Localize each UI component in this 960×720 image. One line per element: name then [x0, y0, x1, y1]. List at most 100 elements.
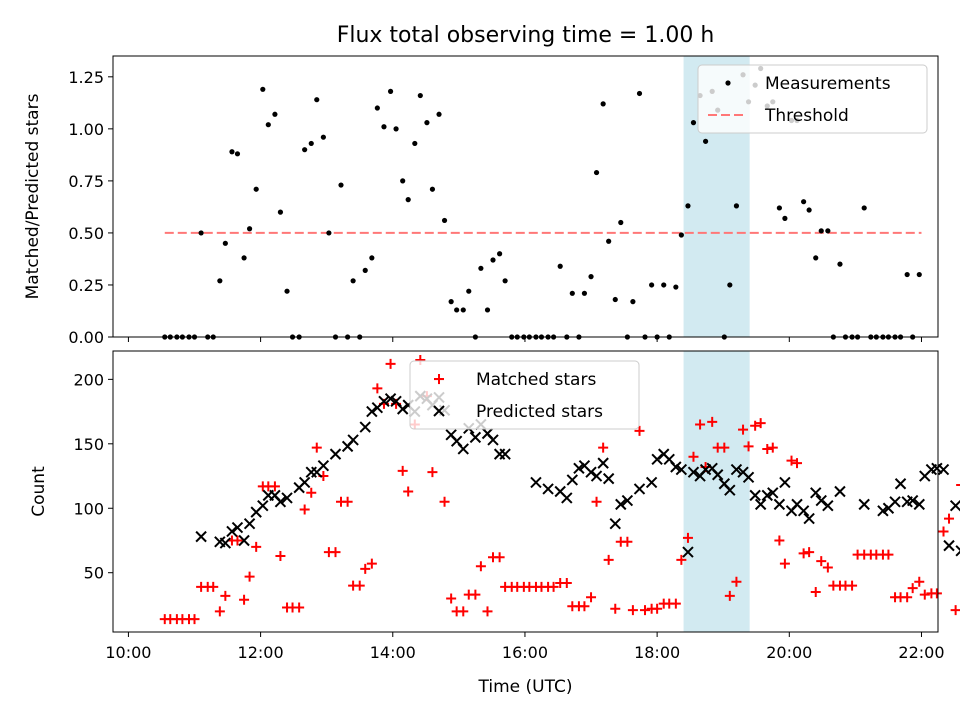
matched-star-point: [634, 425, 645, 436]
legend-box: [697, 64, 928, 134]
matched-star-point: [548, 581, 559, 592]
matched-star-point: [938, 526, 949, 537]
matched-star-point: [239, 594, 250, 605]
bottom-highlight-span-group: [683, 351, 750, 632]
legend-label: Predicted stars: [476, 402, 603, 422]
predicted-star-point: [231, 521, 244, 534]
matched-star-point: [762, 443, 773, 454]
matched-star-point: [695, 419, 706, 430]
predicted-star-point: [822, 499, 834, 512]
matched-star-point: [907, 583, 918, 594]
matched-star-point: [561, 578, 572, 589]
measurement-point: [497, 251, 503, 257]
matched-star-point: [470, 589, 481, 600]
measurement-point: [916, 271, 922, 278]
measurement-point: [253, 186, 259, 192]
matched-star-point: [220, 590, 231, 601]
predicted-star-point: [767, 487, 779, 499]
matched-star-point: [743, 441, 754, 452]
measurement-point: [448, 299, 454, 305]
measurement-point: [424, 120, 430, 126]
matched-star-point: [755, 418, 766, 429]
measurement-point: [837, 261, 843, 267]
matched-star-point: [397, 465, 408, 476]
predicted-star-point: [761, 489, 773, 502]
measurement-point: [630, 299, 636, 305]
predicted-star-point: [317, 460, 330, 472]
predicted-star-point: [238, 534, 250, 547]
predicted-star-point: [773, 498, 786, 511]
measurement-point: [606, 238, 612, 244]
measurement-point: [460, 307, 466, 313]
matched-star-point: [883, 549, 894, 560]
predicted-star-point: [749, 489, 761, 502]
measurement-point: [702, 138, 709, 144]
predicted-star-point: [670, 461, 682, 473]
measurement-point: [198, 230, 204, 236]
predicted-star-point: [396, 403, 409, 415]
legend-marker-predicted: [433, 405, 445, 417]
measurement-point: [234, 151, 241, 157]
predicted-star-point: [530, 476, 542, 489]
predicted-star-point: [542, 483, 554, 495]
predicted-star-point: [219, 537, 232, 549]
predicted-star-point: [937, 463, 950, 476]
predicted-star-point: [366, 405, 378, 418]
predicted-star-point: [621, 494, 634, 507]
measurement-point: [502, 278, 508, 284]
measurement-point: [436, 111, 442, 117]
y-tick-label: 0.75: [68, 172, 104, 191]
measurement-point: [429, 186, 436, 192]
x-tick-label: 12:00: [238, 643, 284, 662]
predicted-star-point: [779, 476, 791, 489]
matched-star-point: [342, 496, 353, 507]
matched-star-point: [299, 504, 310, 515]
y-tick-label: 0.50: [68, 224, 104, 243]
predicted-star-point: [815, 494, 827, 507]
matched-star-point: [847, 580, 858, 591]
measurement-point: [569, 290, 575, 296]
predicted-star-point: [499, 448, 511, 460]
measurement-point: [661, 282, 667, 288]
predicted-star-point: [195, 530, 207, 543]
measurement-point: [806, 207, 812, 213]
predicted-star-point: [457, 443, 469, 455]
matched-star-point: [950, 605, 960, 616]
measurement-point: [374, 105, 380, 111]
predicted-star-point: [609, 518, 621, 530]
predicted-star-point: [675, 463, 688, 476]
measurement-point: [478, 265, 484, 271]
predicted-star-point: [803, 512, 815, 525]
measurement-point: [673, 284, 679, 290]
x-tick-label: 14:00: [370, 643, 416, 662]
measurement-point: [308, 140, 314, 147]
measurement-point: [362, 267, 368, 273]
bottom-panel: 50 100 150 200 10:00 12:00 14:00 16:00 18:00 20:…: [29, 350, 960, 697]
matched-star-point: [627, 605, 638, 616]
measurement-point: [272, 111, 278, 117]
measurement-point: [484, 307, 491, 313]
predicted-star-point: [566, 474, 579, 486]
legend-label: Threshold: [764, 106, 849, 126]
matched-star-point: [354, 580, 365, 591]
measurement-point: [393, 126, 399, 132]
measurement-point: [350, 278, 356, 284]
predicted-star-point: [877, 505, 889, 517]
matched-star-point: [372, 383, 383, 394]
y-tick-label: 150: [73, 435, 104, 454]
highlight-span: [683, 351, 750, 632]
measurement-point: [260, 86, 266, 92]
predicted-star-point: [645, 476, 658, 489]
x-tick-label: 18:00: [634, 643, 680, 662]
matched-star-point: [914, 576, 925, 587]
predicted-star-point: [949, 499, 960, 512]
matched-star-point: [810, 587, 821, 598]
x-tick-label: 22:00: [898, 643, 944, 662]
predicted-star-point: [834, 485, 846, 498]
predicted-star-point: [742, 471, 755, 484]
matched-star-point: [956, 484, 960, 487]
measurement-point: [581, 290, 588, 296]
matched-star-point: [798, 548, 809, 559]
x-tick-label: 10:00: [105, 643, 151, 662]
y-tick-label: 100: [73, 499, 104, 518]
